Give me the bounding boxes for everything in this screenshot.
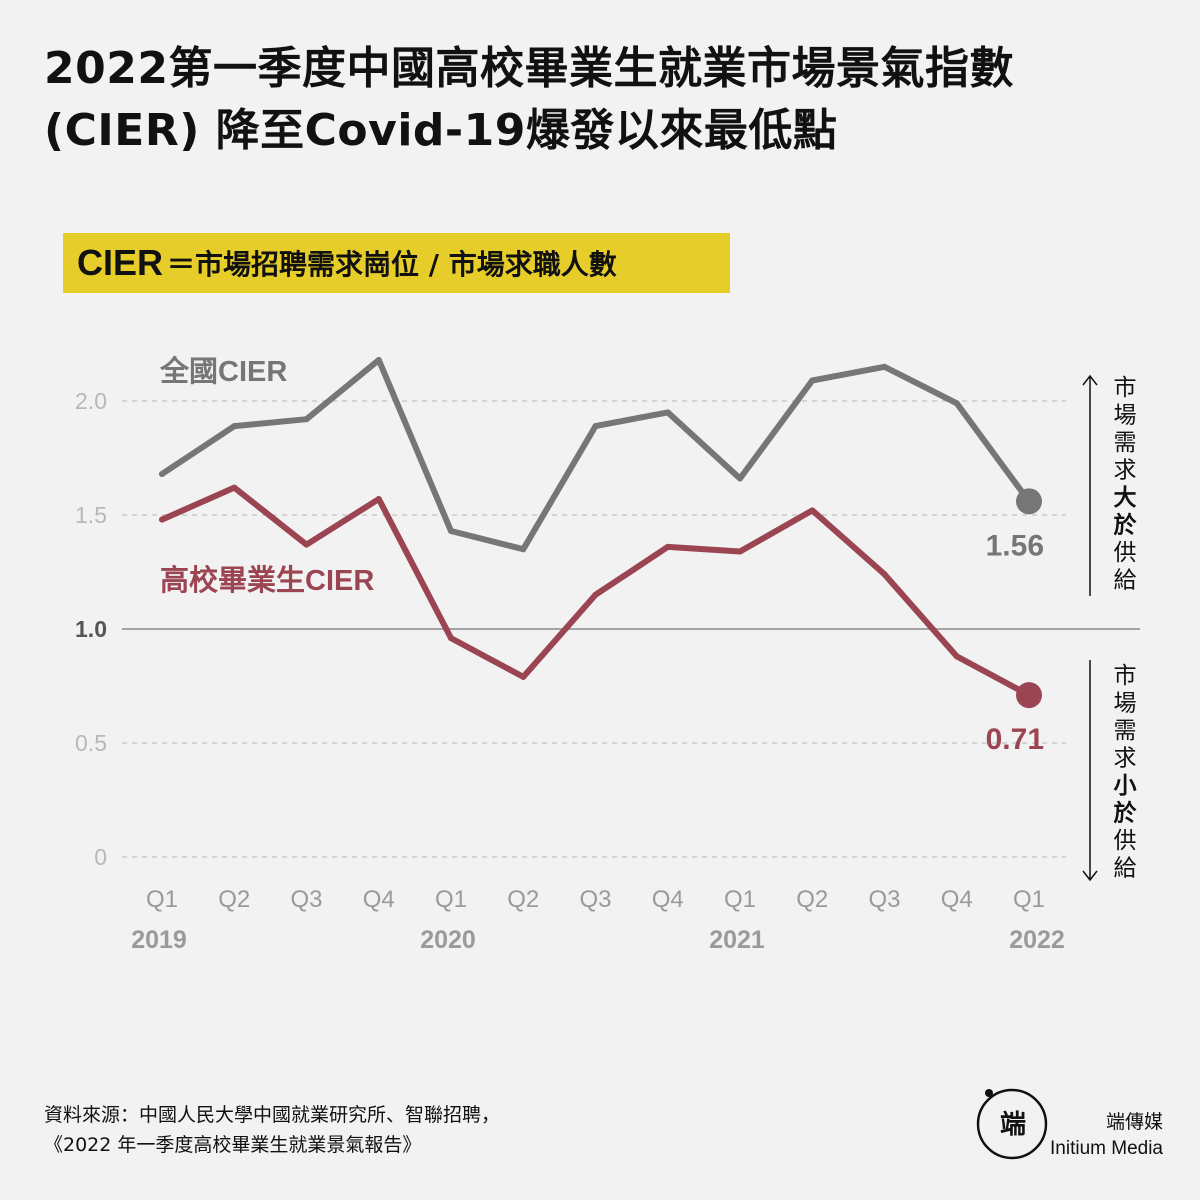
series-0-point-6 [592,423,599,430]
initium-logo-icon: 端 [976,1088,1048,1160]
lower-arrow-head [1082,870,1098,882]
x-tick-label-10: Q3 [868,886,900,913]
series-1-end-label: 0.71 [986,723,1044,756]
series-1-point-0 [159,516,165,523]
y-tick-label-3: 1.5 [75,502,107,528]
grid-layer [122,400,1140,858]
label-layer: 1.56 0.71 全國CIER 高校畢業生CIER [159,354,1044,756]
x-tick-label-0: Q1 [146,886,178,913]
series-0-point-4 [448,527,454,534]
series-1-point-6 [592,591,599,598]
y-tick-label-1: 0.5 [75,730,107,756]
upper-arrow-head [1082,374,1098,386]
year-label-2020: 2020 [420,926,476,954]
svg-text:端: 端 [1000,1110,1026,1140]
series-name-label-0: 全國CIER [159,354,287,388]
series-0-point-2 [303,416,310,423]
page-title: 2022第一季度中國高校畢業生就業市場景氣指數 (CIER) 降至Covid-1… [44,43,1014,156]
formula-term: CIER [77,242,164,283]
y-tick-label-0: 0 [94,844,107,870]
source-line-1: 資料來源：中國人民大學中國就業研究所、智聯招聘， [44,1104,501,1126]
series-1-end-marker [1016,682,1042,709]
upper-annotation: 市場需求大於供給 [1114,375,1138,594]
series-1-point-11 [953,653,960,660]
axis-layer: 0 0.5 1.0 1.5 2.0 Q1 Q2 Q3 Q4 Q1 Q2 Q3 Q4 Q1 Q2 Q3 Q4 Q1 2… [75,388,1065,954]
y-tick-label-4: 2.0 [75,388,107,414]
series-0-point-5 [520,546,527,553]
series-0-end-marker [1016,488,1042,515]
x-tick-label-9: Q2 [796,886,828,913]
year-label-2021: 2021 [709,926,765,954]
x-tick-label-3: Q4 [363,886,395,913]
x-tick-label-5: Q2 [507,886,539,913]
series-1-point-4 [448,635,454,642]
series-0-point-0 [159,470,165,477]
series-0-point-11 [953,400,960,407]
x-tick-label-11: Q4 [941,886,973,913]
source-note: 資料來源：中國人民大學中國就業研究所、智聯招聘， 《2022 年一季度高校畢業生… [44,1100,744,1160]
x-tick-label-12: Q1 [1013,886,1045,913]
series-0-point-9 [809,377,816,384]
series-0-point-8 [737,475,743,482]
series-1-point-8 [737,548,743,555]
series-1-point-5 [520,673,527,680]
series-0-point-7 [664,409,671,416]
source-line-2: 《2022 年一季度高校畢業生就業景氣報告》 [44,1134,422,1156]
x-tick-label-4: Q1 [435,886,467,913]
formula-definition: ＝市場招聘需求崗位 / 市場求職人數 [167,248,617,281]
y-tick-label-2: 1.0 [75,616,107,642]
series-name-label-1: 高校畢業生CIER [160,563,374,597]
series-1-point-7 [664,543,671,550]
x-tick-label-6: Q3 [579,886,611,913]
series-0-point-1 [231,423,238,430]
year-label-2022: 2022 [1009,926,1065,954]
series-line-0 [159,357,1032,553]
brand-name: 端傳媒 Initium Media [1050,1110,1163,1162]
x-tick-label-8: Q1 [724,886,756,913]
series-0-point-3 [375,356,382,363]
x-tick-label-2: Q3 [290,886,322,913]
series-1-point-1 [231,484,238,491]
lower-annotation: 市場需求小於供給 [1114,663,1138,882]
series-1-point-2 [303,541,310,548]
series-0-point-10 [881,363,888,370]
x-tick-label-7: Q4 [652,886,684,913]
formula-banner: CIER ＝市場招聘需求崗位 / 市場求職人數 [63,233,730,293]
series-1-point-10 [881,571,888,578]
series-1-point-9 [809,507,816,514]
brand-name-zh: 端傳媒 [1105,1112,1163,1133]
series-1-point-3 [375,496,382,503]
series-layer [159,356,1042,709]
brand-name-en: Initium Media [1050,1138,1163,1159]
year-label-2019: 2019 [131,926,187,954]
x-tick-label-1: Q2 [218,886,250,913]
series-0-end-label: 1.56 [986,529,1044,562]
